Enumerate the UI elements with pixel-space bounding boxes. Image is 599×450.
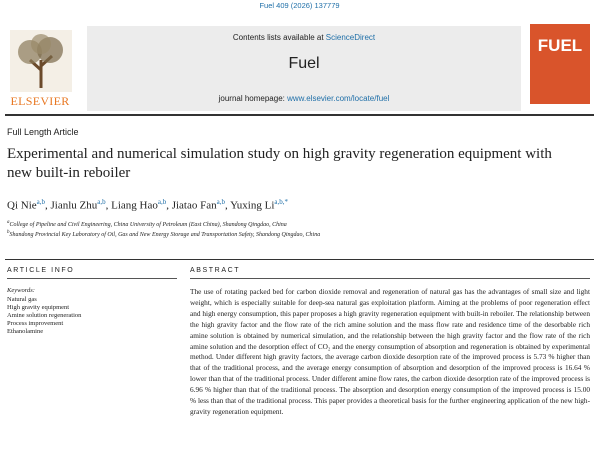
author-affiliation-mark: a,b: [216, 198, 225, 206]
abstract-heading: ABSTRACT: [190, 267, 241, 274]
header-box: [87, 26, 521, 111]
heading-rule: [7, 278, 177, 279]
affiliation-label: b: [7, 230, 10, 235]
heading-rule: [190, 278, 590, 279]
journal-name: Fuel: [288, 55, 320, 72]
contents-text: Contents lists available at: [232, 33, 326, 42]
keywords-label: Keywords:: [7, 287, 35, 294]
publisher-logo: [10, 30, 72, 92]
author-name: Jiatao Fan: [171, 199, 217, 212]
header-rule: [5, 114, 594, 116]
homepage-line: journal homepage: www.elsevier.com/locat…: [87, 94, 521, 103]
section-rule: [5, 259, 594, 260]
homepage-link[interactable]: www.elsevier.com/locate/fuel: [287, 94, 390, 103]
author-name: Yuxing Li: [230, 199, 275, 212]
publisher-name: ELSEVIER: [10, 94, 70, 108]
article-title: Experimental and numerical simulation st…: [7, 146, 552, 181]
article-type: Full Length Article: [7, 127, 79, 137]
author-separator: ,: [224, 199, 228, 212]
keywords-list: Natural gas High gravity equipment Amine s…: [7, 296, 81, 336]
author-affiliation-mark: a,b: [97, 198, 106, 206]
article-info-heading: ARTICLE INFO: [7, 267, 75, 274]
affiliation: bShandong Provincial Key Laboratory of O…: [7, 230, 320, 238]
author-separator: ,: [45, 199, 48, 212]
keyword: Natural gas: [7, 296, 37, 303]
author-separator: ,: [166, 199, 169, 212]
authors: Qi Niea,b, Jianlu Zhua,b, Liang Haoa,b, …: [7, 198, 288, 212]
abstract-text: The use of rotating packed bed for carbo…: [190, 287, 590, 416]
author-name: Qi Nie: [7, 199, 37, 212]
journal-cover: [530, 24, 590, 104]
author-name: Liang Hao: [111, 199, 158, 212]
sciencedirect-link[interactable]: ScienceDirect: [325, 33, 376, 42]
affiliation: aCollege of Pipeline and Civil Engineeri…: [7, 220, 287, 228]
affiliation-text: College of Pipeline and Civil Engineerin…: [9, 222, 287, 228]
author-affiliation-mark: a,b: [157, 198, 167, 206]
author-name: Jianlu Zhu: [50, 199, 98, 212]
affiliation-label: a: [7, 220, 10, 225]
contents-line: Contents lists available at ScienceDirec…: [87, 33, 521, 42]
keyword: High gravity equipment: [7, 304, 70, 311]
affiliation-text: Shandong Provincial Key Laboratory of Oi…: [9, 232, 321, 238]
journal-reference: Fuel 409 (2026) 137779: [259, 1, 340, 10]
cover-title: FUEL: [537, 36, 583, 55]
keyword: Process improvement: [7, 320, 64, 327]
author-affiliation-mark: a,b: [36, 198, 45, 206]
keyword: Ethanolamine: [7, 328, 44, 335]
author-affiliation-mark: a,b,*: [274, 198, 288, 206]
homepage-text: journal homepage:: [218, 94, 288, 103]
author-separator: ,: [105, 199, 109, 212]
keyword: Amine solution regeneration: [7, 312, 82, 319]
